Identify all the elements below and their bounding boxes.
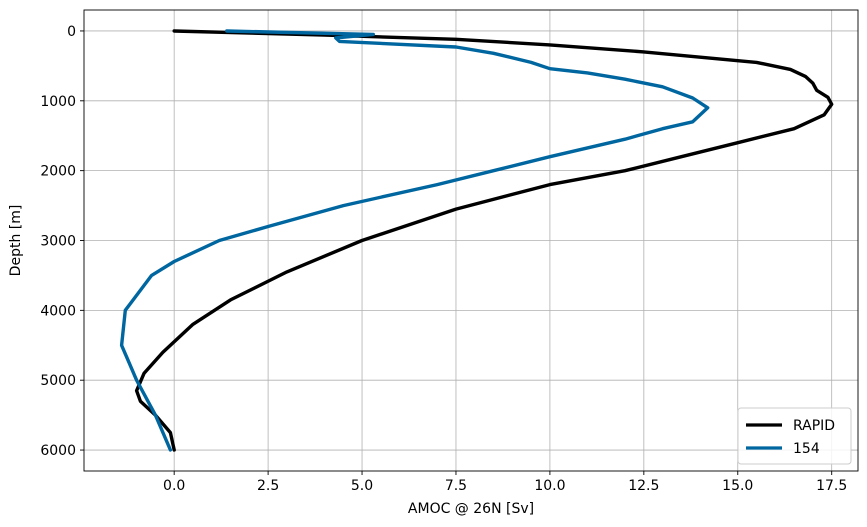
x-tick-label: 12.5 (628, 478, 659, 494)
x-tick-label: 10.0 (534, 478, 565, 494)
legend-box (737, 407, 852, 465)
x-tick-label: 17.5 (816, 478, 847, 494)
x-tick-label: 0.0 (163, 478, 185, 494)
x-tick-label: 2.5 (257, 478, 279, 494)
legend: RAPID 154 (737, 407, 852, 465)
series-line-154 (119, 29, 710, 452)
y-tick-label: 0 (67, 24, 76, 40)
x-tick-label: 5.0 (351, 478, 373, 494)
y-tick-label: 1000 (40, 94, 76, 110)
y-tick-label: 2000 (40, 164, 76, 180)
grid-lines (84, 10, 858, 471)
legend-label-154: 154 (793, 441, 820, 457)
y-axis-label: Depth [m] (8, 205, 24, 277)
series-lines (119, 29, 834, 452)
series-line-rapid (134, 29, 834, 452)
x-tick-label: 15.0 (722, 478, 753, 494)
y-tick-label: 6000 (40, 443, 76, 459)
axis-ticks: 0.0 2.5 5.0 7.5 10.0 12.5 15.0 17.5 0 1000 2000 300… (40, 24, 847, 494)
x-tick-label: 7.5 (445, 478, 467, 494)
y-tick-label: 5000 (40, 373, 76, 389)
y-tick-label: 4000 (40, 303, 76, 319)
legend-label-rapid: RAPID (793, 418, 835, 434)
y-tick-label: 3000 (40, 234, 76, 250)
x-axis-label: AMOC @ 26N [Sv] (408, 501, 534, 517)
